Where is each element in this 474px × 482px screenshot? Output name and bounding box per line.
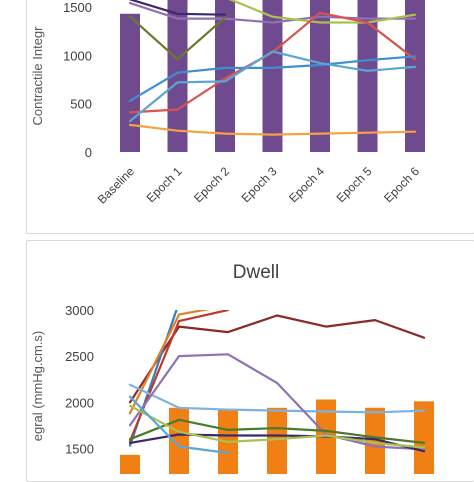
y-tick-label: 1500	[63, 0, 92, 15]
y-tick-label: 500	[70, 97, 92, 112]
y-tick-label: 3000	[65, 303, 94, 318]
y-axis-label: Contractile Integr	[30, 26, 45, 126]
y-tick-label: 2000	[65, 395, 94, 410]
bar	[169, 407, 189, 474]
x-tick-label: Epoch 1	[144, 164, 185, 205]
x-tick-label: Epoch 5	[334, 164, 375, 205]
series-line	[128, 50, 417, 123]
x-tick-label: Epoch 3	[239, 164, 280, 205]
bar	[310, 0, 330, 152]
series-line	[128, 2, 417, 24]
series-line	[128, 310, 210, 415]
x-tick-label: Epoch 4	[286, 164, 327, 205]
bar	[167, 0, 188, 152]
plot-area	[120, 310, 434, 474]
series-line	[128, 15, 227, 61]
y-tick-label: 2500	[65, 349, 94, 364]
bar	[215, 0, 235, 152]
chart-title: Dwell	[233, 262, 279, 283]
bar	[405, 0, 425, 152]
series-line	[128, 353, 426, 451]
dwell-chart: Dwell egral (mmHg.cm.s) 1500 2000 2500 3000	[30, 262, 434, 474]
dwell-chart-panel: Dwell egral (mmHg.cm.s) 1500 2000 2500 3000	[0, 238, 474, 482]
bar	[357, 0, 378, 152]
bar	[414, 401, 434, 474]
series-line	[128, 55, 417, 102]
bar	[120, 13, 140, 153]
series-line	[129, 0, 227, 16]
series-line	[128, 404, 426, 449]
x-tick-label: Epoch 2	[191, 164, 232, 205]
x-tick-label: Baseline	[95, 164, 138, 207]
y-tick-label: 1500	[65, 441, 94, 456]
series-line	[228, 0, 417, 24]
y-axis-label: egral (mmHg.cm.s)	[30, 331, 45, 442]
plot-area	[120, 0, 425, 153]
series-line	[128, 433, 426, 453]
series-line	[128, 395, 230, 455]
bar	[365, 407, 385, 474]
series-line	[128, 314, 426, 404]
bar	[262, 0, 283, 152]
series-line	[128, 383, 426, 414]
y-tick-label: 0	[85, 145, 92, 160]
contractile-integral-chart-panel: Contractile Integr 0 500 1000 1500 Baseline E…	[0, 0, 474, 238]
bar	[267, 407, 287, 474]
chart-frame	[26, 0, 474, 234]
y-tick-label: 1000	[63, 48, 92, 63]
series-line	[128, 123, 417, 136]
bar	[120, 454, 140, 474]
series-line	[128, 418, 426, 444]
x-tick-label: Epoch 6	[381, 164, 422, 205]
